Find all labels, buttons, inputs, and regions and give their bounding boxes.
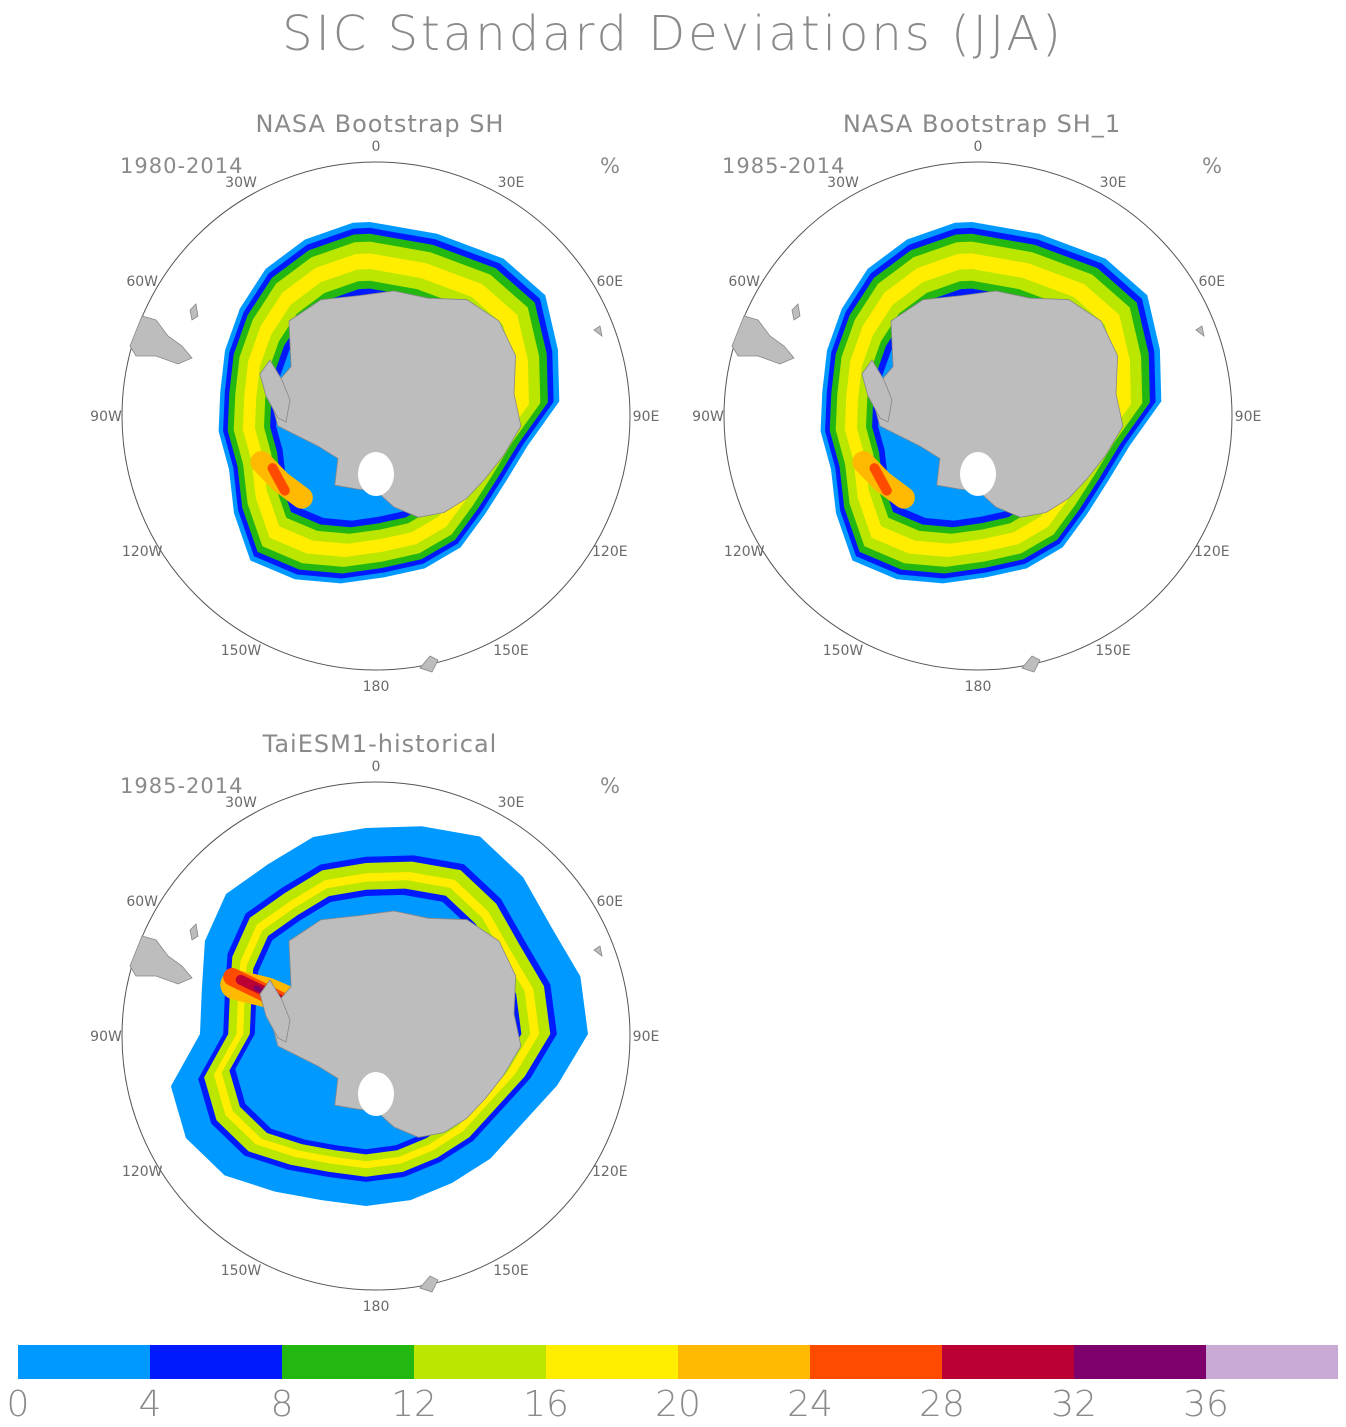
colorbar-segment — [1206, 1345, 1338, 1379]
falkland-islands — [791, 303, 801, 321]
longitude-label: 30W — [225, 175, 257, 191]
longitude-label: 150E — [1095, 643, 1131, 659]
longitude-label: 120W — [122, 544, 163, 560]
antarctica-landmass — [870, 290, 1124, 518]
longitude-label: 90W — [90, 1029, 122, 1045]
longitude-label: 90E — [633, 409, 660, 425]
longitude-label: 90W — [90, 409, 122, 425]
longitude-label: 120W — [122, 1164, 163, 1180]
longitude-label: 60W — [126, 274, 158, 290]
colorbar-segment — [678, 1345, 810, 1379]
colorbar-tick-label: 16 — [523, 1384, 569, 1425]
unit-label: % — [1202, 154, 1222, 178]
longitude-label: 180 — [965, 679, 992, 695]
longitude-label: 90E — [633, 1029, 660, 1045]
sic-hotspot — [267, 463, 290, 496]
colorbar-segment — [810, 1345, 942, 1379]
longitude-label: 90W — [692, 409, 724, 425]
unit-label: % — [600, 774, 620, 798]
colorbar-segment — [282, 1345, 414, 1379]
ross-ice-shelf — [358, 1072, 394, 1116]
colorbar-tick-label: 0 — [6, 1384, 30, 1425]
longitude-label: 90E — [1235, 409, 1262, 425]
map-panel-nasa-bootstrap-sh: NASA Bootstrap SH 1980-2014 % 0 30E 60E 90E… — [90, 110, 680, 720]
south-america-landmass — [129, 935, 193, 985]
figure-title: SIC Standard Deviations (JJA) — [282, 6, 1064, 62]
panel-title: TaiESM1-historical — [262, 730, 498, 758]
period-label: 1980-2014 — [120, 154, 244, 178]
sic-hotspot — [869, 463, 892, 496]
ross-ice-shelf — [358, 452, 394, 496]
longitude-label: 60E — [1198, 274, 1225, 290]
longitude-label: 30E — [498, 175, 525, 191]
longitude-label: 30W — [827, 175, 859, 191]
colorbar-labels: 0 4 8 12 16 20 24 28 32 36 — [7, 1384, 1338, 1425]
colorbar-tick-label: 4 — [138, 1384, 162, 1425]
south-america-landmass — [129, 315, 193, 365]
colorbar-segment — [1074, 1345, 1206, 1379]
longitude-label: 60E — [596, 894, 623, 910]
polar-map: 0 30E 60E 90E 120E 150E 180 150W 120W 90W 60W 30W — [90, 759, 659, 1315]
antarctic-peninsula — [259, 979, 291, 1043]
antarctic-peninsula — [259, 359, 291, 423]
longitude-label: 0 — [372, 759, 381, 775]
longitude-label: 60E — [596, 274, 623, 290]
colorbar-segment — [414, 1345, 546, 1379]
polar-map: 0 30E 60E 90E 120E 150E 180 150W 120W 90W 60W 30W — [692, 139, 1261, 695]
polar-map: 0 30E 60E 90E 120E 150E 180 150W 120W 90W 60W 30W — [90, 139, 659, 695]
falkland-islands — [189, 923, 199, 941]
longitude-label: 120W — [724, 544, 765, 560]
map-panel-taiesm1-historical: TaiESM1-historical 1985-2014 % 0 30E 60E 90… — [90, 730, 680, 1340]
colorbar — [18, 1345, 1338, 1379]
unit-label: % — [600, 154, 620, 178]
colorbar-tick-label: 36 — [1183, 1384, 1229, 1425]
longitude-label: 30E — [1100, 175, 1127, 191]
kerguelen-island — [593, 945, 603, 957]
map-panel-nasa-bootstrap-sh-1: NASA Bootstrap SH_1 1985-2014 % 0 30E 60E 9… — [692, 110, 1282, 720]
longitude-label: 60W — [126, 894, 158, 910]
longitude-label: 0 — [372, 139, 381, 155]
colorbar-segment — [150, 1345, 282, 1379]
antarctica-landmass — [268, 910, 522, 1138]
longitude-label: 120E — [592, 544, 628, 560]
antarctica-landmass — [268, 290, 522, 518]
longitude-label: 150W — [221, 1263, 262, 1279]
colorbar-tick-label: 20 — [655, 1384, 701, 1425]
south-america-landmass — [731, 315, 795, 365]
colorbar-tick-label: 32 — [1051, 1384, 1097, 1425]
longitude-label: 0 — [974, 139, 983, 155]
kerguelen-island — [593, 325, 603, 337]
colorbar-segment — [942, 1345, 1074, 1379]
antarctic-peninsula — [861, 359, 893, 423]
period-label: 1985-2014 — [722, 154, 846, 178]
colorbar-tick-label: 8 — [270, 1384, 294, 1425]
colorbar-segment — [546, 1345, 678, 1379]
panel-title: NASA Bootstrap SH — [255, 110, 505, 138]
longitude-label: 120E — [592, 1164, 628, 1180]
period-label: 1985-2014 — [120, 774, 244, 798]
longitude-label: 150E — [493, 643, 529, 659]
falkland-islands — [189, 303, 199, 321]
colorbar-tick-label: 28 — [919, 1384, 965, 1425]
colorbar-segment — [18, 1345, 150, 1379]
new-zealand-landmass — [419, 1275, 439, 1293]
longitude-label: 150E — [493, 1263, 529, 1279]
colorbar-tick-label: 12 — [391, 1384, 437, 1425]
longitude-label: 150W — [221, 643, 262, 659]
longitude-label: 60W — [728, 274, 760, 290]
kerguelen-island — [1195, 325, 1205, 337]
longitude-label: 30W — [225, 795, 257, 811]
longitude-label: 150W — [823, 643, 864, 659]
longitude-label: 180 — [363, 679, 390, 695]
longitude-label: 30E — [498, 795, 525, 811]
colorbar-tick-label: 24 — [787, 1384, 833, 1425]
new-zealand-landmass — [1021, 655, 1041, 673]
panel-title: NASA Bootstrap SH_1 — [842, 110, 1122, 138]
new-zealand-landmass — [419, 655, 439, 673]
ross-ice-shelf — [960, 452, 996, 496]
longitude-label: 120E — [1194, 544, 1230, 560]
longitude-label: 180 — [363, 1299, 390, 1315]
